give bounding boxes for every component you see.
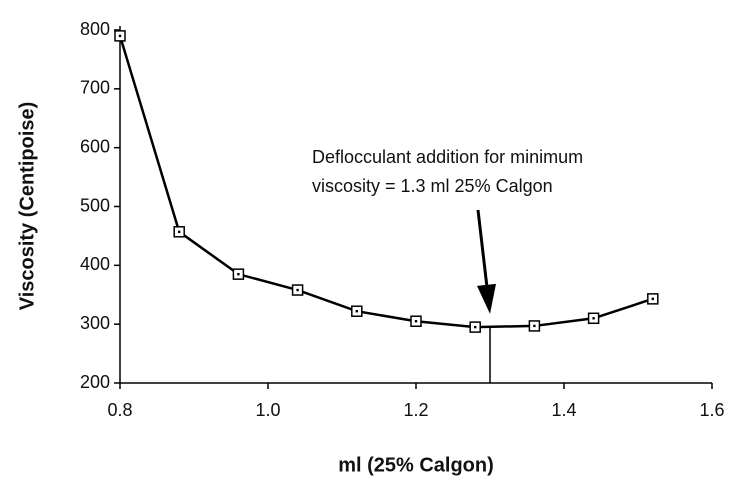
marker-dot bbox=[651, 297, 654, 301]
marker-dot bbox=[414, 320, 418, 323]
y-tick-label: 400 bbox=[80, 254, 110, 274]
marker-dot bbox=[592, 317, 595, 320]
marker-dot bbox=[355, 310, 358, 313]
x-tick-label: 1.2 bbox=[403, 400, 428, 420]
marker-dot bbox=[296, 288, 299, 292]
marker-dot bbox=[118, 34, 122, 38]
y-tick-label: 700 bbox=[80, 78, 110, 98]
x-tick-label: 1.4 bbox=[551, 400, 576, 420]
y-tick-label: 800 bbox=[80, 19, 110, 39]
marker-dot bbox=[178, 230, 181, 233]
marker-dot bbox=[237, 272, 240, 276]
data-line bbox=[118, 35, 654, 329]
x-tick-label: 1.6 bbox=[699, 400, 724, 420]
x-axis-label: ml (25% Calgon) bbox=[338, 454, 494, 476]
annotation-text: viscosity = 1.3 ml 25% Calgon bbox=[312, 176, 553, 196]
annotation-arrow-head bbox=[477, 283, 496, 314]
y-tick-label: 300 bbox=[80, 313, 110, 333]
annotation-text: Deflocculant addition for minimum bbox=[312, 147, 583, 167]
y-tick-label: 200 bbox=[80, 372, 110, 392]
x-tick-label: 0.8 bbox=[107, 400, 132, 420]
y-axis-label: Viscosity (Centipoise) bbox=[16, 102, 38, 311]
annotation-arrow-shaft bbox=[476, 209, 490, 297]
x-tick-label: 1.0 bbox=[255, 400, 280, 420]
marker-dot bbox=[533, 324, 536, 328]
marker-dot bbox=[474, 325, 477, 329]
y-tick-label: 500 bbox=[80, 195, 110, 215]
y-tick-label: 600 bbox=[80, 136, 110, 156]
